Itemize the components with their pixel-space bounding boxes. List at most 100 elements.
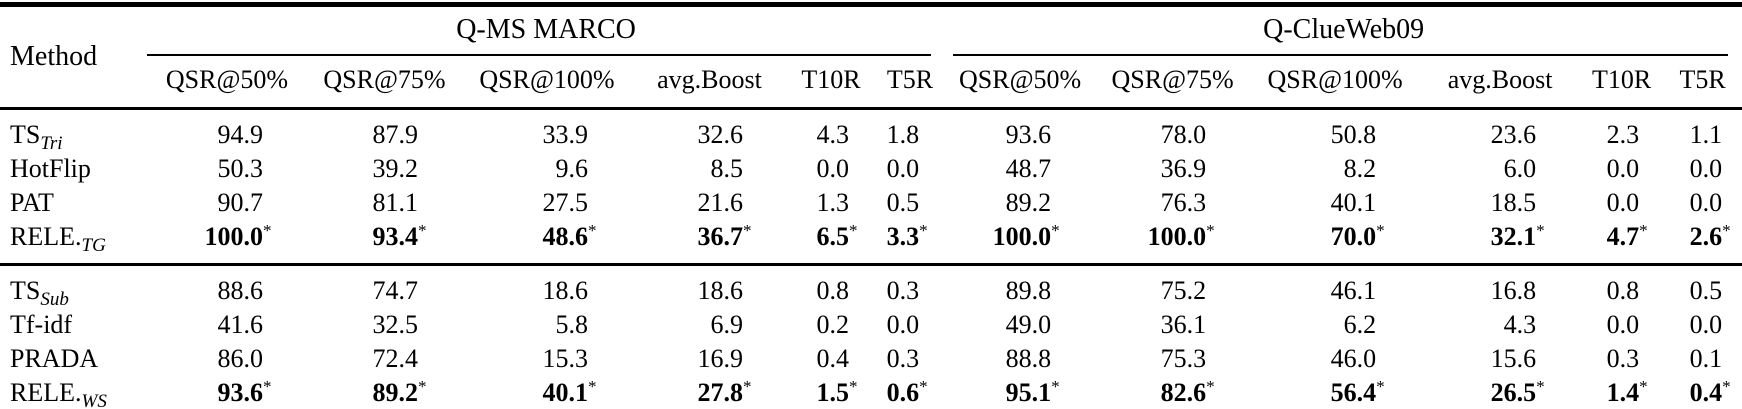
value-text: 0.3 [886, 276, 920, 305]
group-title: Q-MS MARCO [456, 14, 636, 45]
method-column-header: Method [0, 4, 147, 110]
value-cell: 89.8 [945, 263, 1096, 308]
value-text: 8.5 [710, 154, 744, 183]
table-body: TSTri 94.9 87.9 33.9 32.6 4.3 1.8 93.6 78.0 50.8 2… [0, 109, 1742, 409]
value-cell: 26.5* [1490, 377, 1545, 407]
value-text: 0.6 [886, 378, 920, 407]
value-cell: 50.3 [147, 152, 307, 186]
group-header-q-ms-marco: Q-MS MARCO [147, 5, 945, 56]
value-text: 86.0 [217, 344, 264, 373]
value-cell: 89.2* [372, 377, 427, 407]
value-text: 36.9 [1160, 154, 1207, 183]
value-cell: 0.3 [875, 342, 945, 376]
subheader-qsr100-g2: QSR@100% [1250, 56, 1421, 110]
method-name: RELE.WS [0, 376, 147, 409]
value-cell: 0.0 [1580, 152, 1663, 186]
value-cell: 36.9 [1095, 152, 1250, 186]
method-base-label: TS [10, 276, 41, 305]
value-text: 6.5 [816, 222, 850, 251]
value-text: 32.6 [697, 120, 744, 149]
value-text: 5.8 [555, 310, 589, 339]
value-text: 4.3 [816, 120, 850, 149]
value-text: 93.6 [217, 378, 264, 407]
value-text: 0.2 [816, 310, 850, 339]
group-underline-rule [147, 54, 932, 56]
value-text: 89.8 [1005, 276, 1052, 305]
value-cell: 86.0 [147, 342, 307, 376]
value-text: 41.6 [217, 310, 264, 339]
value-text: 0.0 [1606, 154, 1640, 183]
value-cell: 18.5 [1420, 186, 1580, 220]
value-text: 100.0 [204, 222, 264, 251]
value-text: 0.0 [1606, 188, 1640, 217]
table-row-tssub: TSSub 88.6 74.7 18.6 18.6 0.8 0.3 89.8 75.2 46.1 1… [0, 263, 1742, 311]
value-cell: 94.9 [147, 109, 307, 153]
value-text: 94.9 [217, 120, 264, 149]
value-text: 93.6 [1005, 120, 1052, 149]
subheader-t5r-g1: T5R [875, 56, 946, 110]
value-text: 0.1 [1689, 344, 1723, 373]
value-text: 9.6 [555, 154, 589, 183]
value-cell: 27.8* [697, 377, 752, 407]
value-cell: 50.8 [1250, 109, 1420, 153]
value-text: 90.7 [217, 188, 264, 217]
value-text: 27.5 [542, 188, 589, 217]
value-text: 56.4 [1330, 378, 1377, 407]
value-text: 32.1 [1490, 222, 1537, 251]
value-cell: 32.1* [1490, 221, 1545, 251]
subheader-qsr50-g1: QSR@50% [147, 56, 307, 110]
value-text: 0.0 [1689, 188, 1723, 217]
value-text: 1.4 [1606, 378, 1640, 407]
value-cell: 93.6* [217, 377, 272, 407]
group-header-q-clueweb09: Q-ClueWeb09 [945, 5, 1742, 56]
subheader-qsr100-g1: QSR@100% [462, 56, 632, 110]
value-cell: 2.3 [1580, 109, 1663, 153]
value-cell: 36.7* [697, 221, 752, 251]
value-cell: 90.7 [147, 186, 307, 220]
value-cell: 36.1 [1095, 308, 1250, 342]
value-text: 1.8 [886, 120, 920, 149]
value-cell: 0.4 [787, 342, 875, 376]
method-subscript-label: Sub [40, 289, 69, 311]
value-text: 8.2 [1343, 154, 1377, 183]
value-cell: 75.2 [1095, 263, 1251, 308]
value-cell: 1.4* [1606, 377, 1648, 407]
subheader-avgboost-g2: avg.Boost [1420, 56, 1581, 110]
value-cell: 48.6* [542, 221, 597, 251]
value-text: 0.0 [886, 154, 920, 183]
method-subscript-label: Tri [40, 133, 63, 155]
value-cell: 4.3 [787, 109, 875, 153]
value-text: 88.6 [217, 276, 264, 305]
value-text: 40.1 [542, 378, 589, 407]
table-row-relews: RELE.WS 93.6* 89.2* 40.1* 27.8* 1.5* 0.6* 95.1*… [0, 376, 1742, 409]
value-cell: 93.4* [372, 221, 427, 251]
value-cell: 0.3 [875, 263, 946, 308]
value-text: 81.1 [372, 188, 419, 217]
value-cell: 95.1* [1005, 377, 1060, 407]
value-cell: 78.0 [1095, 109, 1250, 153]
value-cell: 82.6* [1160, 377, 1215, 407]
value-cell: 3.3* [886, 221, 928, 251]
value-text: 93.4 [372, 222, 419, 251]
value-text: 78.0 [1160, 120, 1207, 149]
value-cell: 0.0 [1580, 186, 1663, 220]
method-name: Tf-idf [0, 308, 147, 342]
value-cell: 49.0 [945, 308, 1095, 342]
subheader-qsr75-g1: QSR@75% [307, 56, 462, 110]
value-text: 6.2 [1343, 310, 1377, 339]
value-cell: 2.6* [1689, 221, 1731, 251]
value-text: 6.9 [710, 310, 744, 339]
value-text: 82.6 [1160, 378, 1207, 407]
value-cell: 6.0 [1420, 152, 1580, 186]
value-cell: 8.2 [1250, 152, 1420, 186]
value-cell: 0.0 [875, 152, 945, 186]
value-text: 36.1 [1160, 310, 1207, 339]
value-cell: 39.2 [307, 152, 462, 186]
method-name: PAT [0, 186, 147, 220]
table-row-tfidf: Tf-idf 41.6 32.5 5.8 6.9 0.2 0.0 49.0 36.1 6.2 4.3… [0, 308, 1742, 342]
subheader-avgboost-g1: avg.Boost [632, 56, 787, 110]
subheader-t5r-g2: T5R [1663, 56, 1742, 110]
value-cell: 1.5* [816, 377, 858, 407]
value-text: 39.2 [372, 154, 419, 183]
